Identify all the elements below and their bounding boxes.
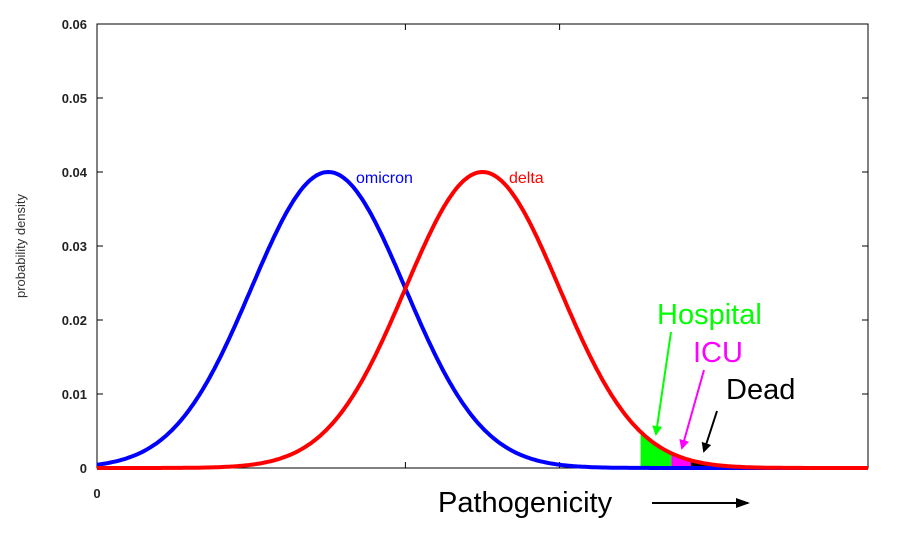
x-axis-label: Pathogenicity (438, 487, 613, 519)
y-tick-label: 0.03 (62, 239, 87, 254)
icu-label: ICU (693, 337, 743, 369)
y-tick-label: 0.01 (62, 387, 87, 402)
dead-label: Dead (726, 374, 795, 406)
icu-arrow (679, 369, 705, 450)
hospital-arrow (652, 331, 672, 436)
dead-arrow (701, 410, 718, 453)
series-label-delta: delta (509, 170, 544, 187)
y-tick-label: 0.05 (62, 91, 87, 106)
series-line-delta (97, 169, 868, 470)
y-tick-label: 0 (80, 461, 87, 476)
curves (96, 169, 868, 470)
y-axis-label: probability density (13, 193, 28, 298)
y-tick-label: 0.06 (62, 17, 87, 32)
hospital-label: Hospital (657, 299, 762, 331)
y-tick-label: 0.04 (62, 165, 88, 180)
x-tick-label: 0 (93, 486, 100, 501)
series-label-omicron: omicron (356, 170, 413, 187)
y-tick-label: 0.02 (62, 313, 87, 328)
y-axis-ticks: 0 0.01 0.02 0.03 0.04 0.05 0.06 (62, 17, 868, 476)
